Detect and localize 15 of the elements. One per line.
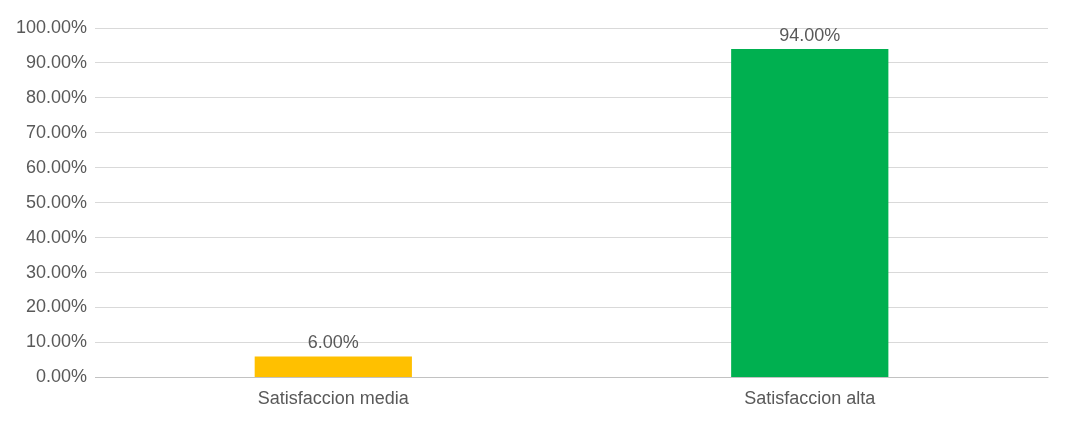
y-tick-label: 0.00% — [36, 366, 88, 387]
y-tick-label: 60.00% — [26, 156, 88, 177]
y-tick-label: 10.00% — [26, 331, 88, 352]
y-tick-label: 40.00% — [26, 226, 88, 247]
y-tick-label: 30.00% — [26, 261, 88, 282]
y-tick-label: 20.00% — [26, 296, 88, 317]
x-tick-label: Satisfaccion media — [257, 388, 410, 409]
data-label: 94.00% — [779, 24, 841, 45]
y-tick-label: 50.00% — [26, 191, 88, 212]
data-label: 6.00% — [307, 332, 359, 353]
y-tick-label: 100.00% — [16, 16, 88, 37]
x-tick-label: Satisfaccion alta — [744, 388, 877, 409]
y-tick-label: 90.00% — [26, 51, 88, 72]
y-tick-label: 80.00% — [26, 86, 88, 107]
y-tick-label: 70.00% — [26, 121, 88, 142]
